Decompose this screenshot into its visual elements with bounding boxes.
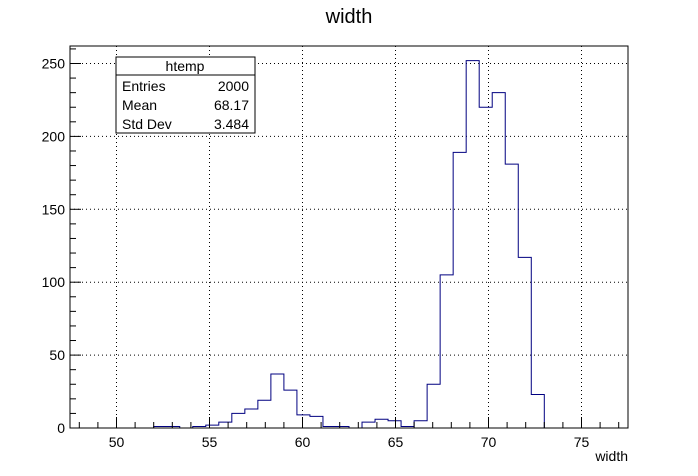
x-axis: 50 55 60 65 70 75 <box>78 417 620 450</box>
histogram-bin <box>284 390 297 428</box>
y-tick-label: 50 <box>49 347 65 363</box>
x-tick-label: 60 <box>295 434 311 450</box>
y-axis: 0 50 100 150 200 250 <box>42 48 81 436</box>
histogram-bin <box>531 394 544 428</box>
stats-box-frame <box>115 56 256 134</box>
x-tick-label: 65 <box>388 434 404 450</box>
stats-row-value: 2000 <box>218 78 249 94</box>
x-axis-label: width <box>594 448 628 464</box>
x-tick-label: 50 <box>109 434 125 450</box>
y-tick-label: 0 <box>57 420 65 436</box>
plot-frame <box>69 45 629 429</box>
stats-box-title: htemp <box>166 58 205 74</box>
histogram-bin <box>453 152 466 428</box>
histogram-bin <box>492 93 505 428</box>
histogram-bin <box>518 257 531 428</box>
grid-lines <box>70 46 628 428</box>
stats-row-label: Mean <box>122 97 157 113</box>
stats-row-label: Std Dev <box>122 116 172 132</box>
y-tick-label: 200 <box>42 128 66 144</box>
y-tick-label: 250 <box>42 55 66 71</box>
histogram-bin <box>297 415 310 428</box>
stats-box: htemp Entries 2000 Mean 68.17 Std Dev 3.484 <box>115 56 256 134</box>
histogram-bin <box>427 384 440 428</box>
histogram-bin <box>440 275 453 428</box>
histogram-bin <box>414 421 427 428</box>
x-tick-label: 55 <box>202 434 218 450</box>
histogram-bin <box>388 421 401 428</box>
stats-row-value: 68.17 <box>214 97 249 113</box>
stats-row-value: 3.484 <box>214 116 249 132</box>
y-tick-label: 100 <box>42 274 66 290</box>
histogram-bin <box>219 422 232 428</box>
histogram-bin <box>362 422 375 428</box>
histogram-bin <box>479 107 492 428</box>
chart-title: width <box>325 6 373 28</box>
x-tick-label: 75 <box>574 434 590 450</box>
histogram-bin <box>466 61 479 428</box>
histogram-bin <box>505 164 518 428</box>
y-tick-label: 150 <box>42 201 66 217</box>
x-tick-label: 70 <box>481 434 497 450</box>
histogram-bin <box>232 413 245 428</box>
stats-box-rows: Entries 2000 Mean 68.17 Std Dev 3.484 <box>122 78 249 132</box>
histogram-bin <box>258 400 271 428</box>
stats-row-label: Entries <box>122 78 166 94</box>
histogram-bin <box>271 374 284 428</box>
